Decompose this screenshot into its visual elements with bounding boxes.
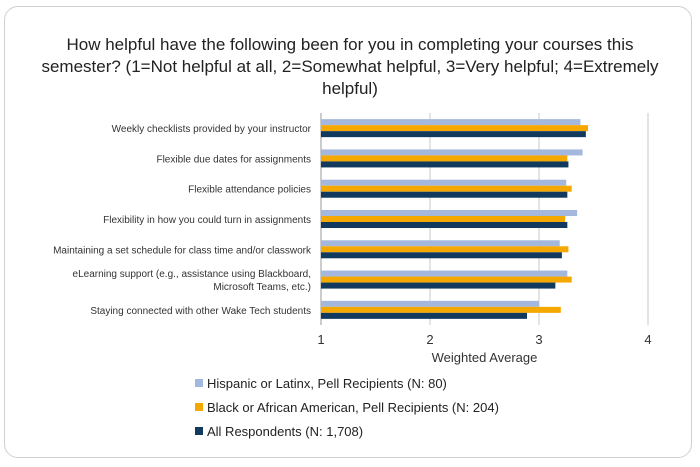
bar-series1-cat2 (321, 149, 583, 156)
bar-series3-cat3 (321, 191, 568, 198)
bar-series3-cat2 (321, 161, 569, 168)
bar-series3-cat4 (321, 222, 568, 228)
category-label: eLearning support (e.g., assistance usin… (73, 269, 311, 280)
bar-series3-cat6 (321, 282, 556, 289)
bar-series2-cat3 (321, 185, 572, 192)
category-label: Maintaining a set schedule for class tim… (53, 245, 312, 256)
bar-series2-cat1 (321, 125, 589, 132)
bar-series1-cat6 (321, 270, 568, 277)
bar-series2-cat6 (321, 276, 572, 283)
legend-swatch (195, 427, 203, 435)
bar-series1-cat7 (321, 300, 539, 307)
category-label: Flexible due dates for assignments (156, 154, 311, 165)
category-label: Weekly checklists provided by your instr… (112, 124, 312, 135)
chart-legend: Hispanic or Latinx, Pell Recipients (N: … (195, 371, 499, 443)
category-label: Flexibility in how you could turn in ass… (103, 215, 311, 226)
legend-item: Hispanic or Latinx, Pell Recipients (N: … (195, 371, 499, 395)
legend-label: Hispanic or Latinx, Pell Recipients (N: … (207, 375, 447, 391)
category-label: Flexible attendance policies (188, 185, 311, 196)
bar-series3-cat1 (321, 131, 586, 138)
legend-label: All Respondents (N: 1,708) (207, 423, 364, 439)
bar-series3-cat7 (321, 312, 528, 319)
legend-label: Black or African American, Pell Recipien… (207, 399, 499, 415)
legend-swatch (195, 403, 203, 411)
bar-series1-cat4 (321, 210, 578, 216)
chart-title: How helpful have the following been for … (41, 35, 659, 98)
x-tick-label: 3 (535, 332, 542, 347)
x-axis-title: Weighted Average (432, 350, 538, 365)
legend-swatch (195, 379, 203, 387)
bar-series2-cat7 (321, 306, 561, 313)
bar-series3-cat5 (321, 252, 562, 259)
category-label: Staying connected with other Wake Tech s… (90, 306, 311, 317)
bar-series1-cat5 (321, 240, 560, 247)
bar-series1-cat1 (321, 119, 581, 126)
x-tick-label: 2 (426, 332, 433, 347)
category-label: Microsoft Teams, etc.) (213, 282, 311, 293)
chart-frame (4, 6, 692, 458)
bar-series1-cat3 (321, 179, 567, 186)
legend-item: Black or African American, Pell Recipien… (195, 395, 499, 419)
bar-series2-cat5 (321, 246, 569, 253)
x-tick-label: 4 (644, 332, 651, 347)
bar-series2-cat2 (321, 155, 568, 162)
x-tick-label: 1 (317, 332, 324, 347)
bar-series2-cat4 (321, 216, 566, 222)
legend-item: All Respondents (N: 1,708) (195, 419, 499, 443)
